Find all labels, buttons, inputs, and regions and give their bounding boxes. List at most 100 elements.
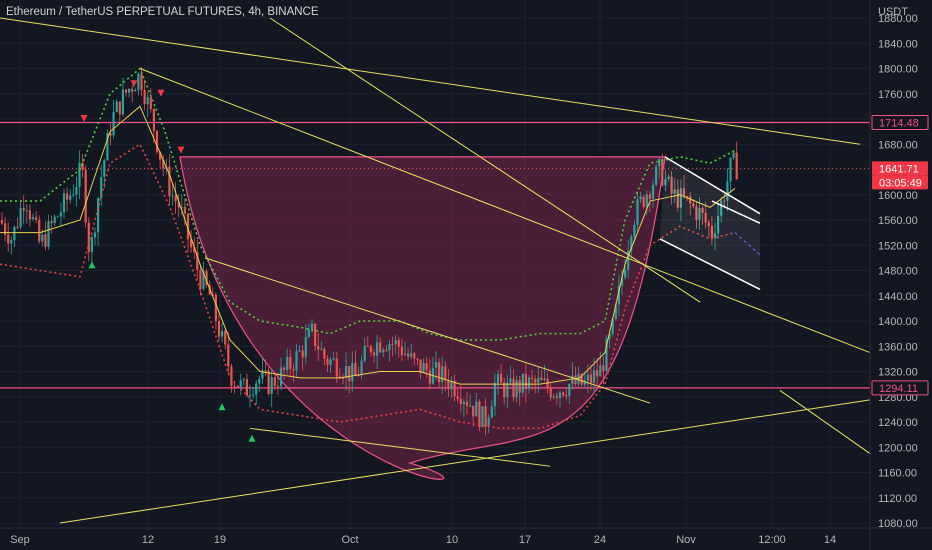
candle-body	[376, 342, 379, 356]
candle-body	[465, 401, 469, 406]
candle-body	[345, 366, 348, 379]
candle-body	[140, 73, 143, 91]
candle-body	[419, 359, 422, 373]
x-axis[interactable]: Sep 12 19 Oct 10 17 24 Nov 12:00 14	[0, 527, 932, 546]
price-tag-box	[871, 114, 929, 130]
candle-body	[537, 377, 540, 383]
candle-body	[177, 201, 180, 208]
candle-body	[574, 375, 577, 385]
candle-body	[704, 212, 707, 223]
price-tag-support: 1294.11	[879, 383, 918, 395]
candle-body	[391, 344, 394, 346]
sell-marker	[130, 80, 138, 88]
candle-body	[481, 406, 484, 428]
candle-body	[190, 239, 193, 248]
candle-body	[211, 294, 214, 296]
candle-body	[478, 401, 481, 428]
candle-body	[521, 373, 524, 393]
candle-body	[75, 187, 78, 195]
candle-body	[555, 396, 558, 399]
candle-body	[50, 221, 53, 224]
candle-body	[134, 89, 137, 92]
y-tick-label: 1080.00	[878, 518, 918, 530]
trendline	[139, 68, 871, 354]
candle-body	[735, 152, 738, 180]
candle-body	[670, 176, 673, 194]
candle-body	[121, 89, 124, 115]
candle-body	[310, 323, 314, 330]
y-tick-label: 1760.00	[878, 89, 918, 101]
candle-body	[527, 377, 531, 389]
candle-body	[682, 188, 686, 197]
candle-body	[143, 90, 146, 105]
candle-body	[453, 381, 456, 397]
candle-body	[0, 220, 4, 224]
horizontal-levels	[0, 121, 870, 389]
price-tag-countdown: 03:05:49	[879, 177, 922, 189]
price-tags: 1714.48 1641.71 03:05:49 1294.11	[871, 114, 929, 396]
y-tick-label: 1360.00	[878, 341, 918, 353]
candle-body	[283, 367, 286, 371]
candle-body	[118, 101, 121, 115]
candle-body	[174, 195, 177, 202]
candle-body	[469, 405, 472, 407]
sell-marker	[157, 89, 165, 97]
y-tick-label: 1480.00	[878, 266, 918, 278]
trendline	[204, 257, 651, 404]
candle-body	[580, 373, 583, 385]
candle-body	[645, 194, 648, 207]
candle-body	[106, 133, 109, 161]
candle-body	[307, 329, 310, 337]
candle-body	[630, 236, 633, 251]
candle-body	[205, 271, 208, 285]
candle-body	[332, 358, 335, 360]
candle-body	[633, 224, 636, 237]
candle-body	[444, 366, 447, 381]
candle-body	[562, 392, 565, 396]
candle-body	[159, 151, 162, 160]
price-tag-last: 1641.71	[879, 163, 919, 175]
price-tag-resistance: 1714.48	[879, 117, 919, 129]
trendline	[0, 17, 861, 145]
candle-body	[428, 370, 431, 384]
candle-body	[707, 222, 710, 226]
trendline	[59, 399, 871, 524]
candle-body	[410, 353, 413, 357]
candle-body	[500, 374, 503, 383]
candle-body	[217, 320, 221, 337]
candle-body	[385, 349, 388, 351]
candle-body	[543, 378, 546, 381]
candle-body	[329, 359, 332, 365]
signal-markers	[80, 80, 256, 442]
candle-body	[31, 217, 35, 220]
candle-body	[673, 189, 676, 194]
candle-body	[183, 206, 186, 214]
candle-body	[112, 111, 115, 136]
x-tick-label: 12:00	[758, 534, 786, 546]
candle-body	[87, 222, 90, 252]
candle-body	[729, 157, 732, 182]
candle-body	[78, 162, 81, 188]
channel-mid-breakout	[711, 200, 761, 224]
x-tick-label: Nov	[676, 534, 696, 546]
candle-body	[648, 194, 651, 200]
candle-body	[515, 380, 518, 398]
candle-body	[379, 342, 382, 353]
x-tick-label: 10	[446, 534, 458, 546]
x-tick-label: 17	[519, 534, 531, 546]
candle-body	[636, 199, 639, 225]
candle-body	[642, 196, 645, 207]
candle-body	[16, 226, 19, 228]
candle-body	[97, 198, 100, 233]
candle-body	[335, 358, 338, 377]
candle-body	[53, 216, 56, 224]
candle-body	[611, 319, 614, 334]
candle-body	[289, 357, 292, 369]
candle-body	[593, 370, 596, 383]
candle-body	[416, 358, 419, 360]
candle-body	[242, 379, 245, 381]
candle-body	[180, 206, 183, 208]
y-tick-label: 1560.00	[878, 215, 918, 227]
candle-body	[447, 380, 450, 390]
